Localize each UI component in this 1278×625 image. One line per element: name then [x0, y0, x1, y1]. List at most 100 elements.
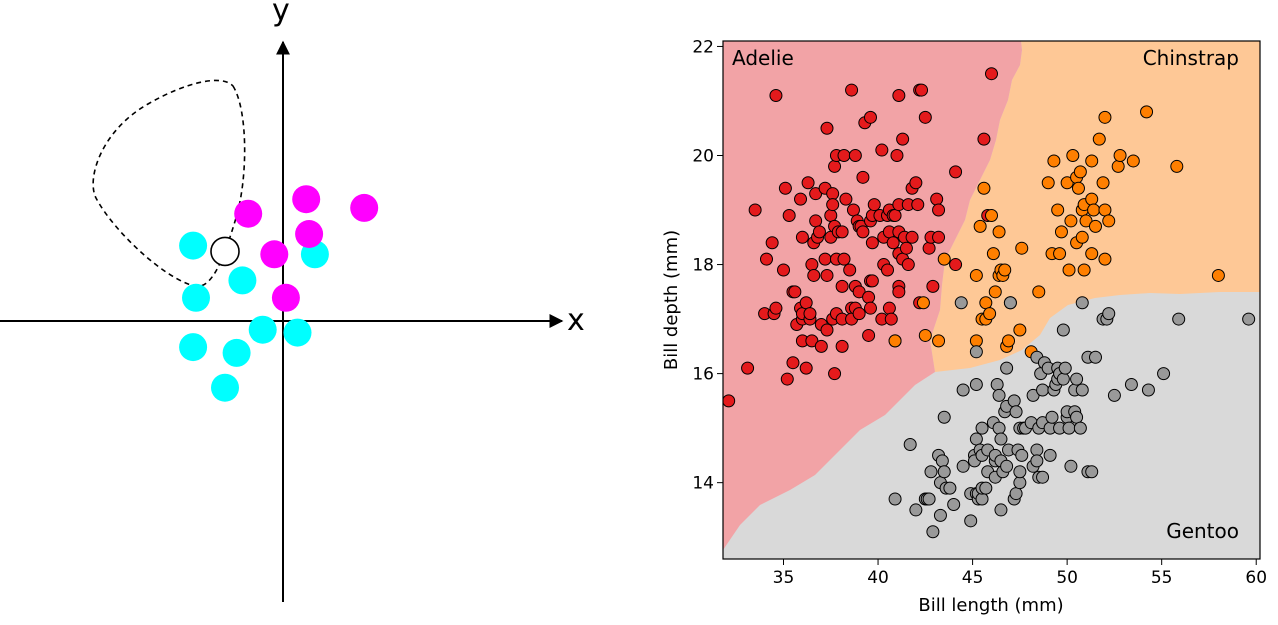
adelie-point	[862, 290, 876, 304]
chinstrap-point	[1085, 154, 1099, 168]
adelie-point	[809, 214, 823, 228]
adelie-point	[863, 301, 877, 315]
adelie-point	[780, 372, 794, 386]
gentoo-point	[903, 437, 917, 451]
chinstrap-point	[1113, 149, 1127, 163]
chinstrap-point	[1071, 181, 1085, 195]
chinstrap-point	[918, 328, 932, 342]
adelie-point	[786, 356, 800, 370]
left-panel: x y	[0, 0, 585, 602]
adelie-point	[881, 263, 895, 277]
gentoo-point	[1102, 307, 1116, 321]
chinstrap-point	[888, 334, 902, 348]
chinstrap-point	[1126, 154, 1140, 168]
gentoo-point	[1070, 372, 1084, 386]
adelie-point	[882, 301, 896, 315]
adelie-point	[949, 258, 963, 272]
adelie-point	[814, 339, 828, 353]
y-tick-label: 14	[692, 474, 714, 494]
chinstrap-point	[916, 296, 930, 310]
gentoo-point	[956, 459, 970, 473]
adelie-point	[856, 225, 870, 239]
cyan-point	[248, 315, 277, 344]
adelie-point	[828, 367, 842, 381]
tick-group: 35 40 45 50 55 60 14 16 18 20 22	[692, 37, 1267, 588]
adelie-point	[777, 263, 791, 277]
gentoo-point	[1085, 465, 1099, 479]
magenta-point	[350, 193, 379, 222]
gentoo-point	[924, 465, 938, 479]
chinstrap-point	[1085, 247, 1099, 261]
gentoo-point	[992, 421, 1006, 435]
chinstrap-point	[932, 334, 946, 348]
chinstrap-point	[1013, 323, 1027, 337]
adelie-point	[795, 230, 809, 244]
gentoo-point	[926, 525, 940, 539]
gentoo-point	[1124, 378, 1138, 392]
adelie-point	[985, 67, 998, 81]
plot-frame	[722, 40, 1261, 560]
adelie-point	[930, 192, 944, 206]
adelie-point	[794, 192, 808, 206]
adelie-point	[856, 170, 870, 184]
chinstrap-point	[1066, 149, 1080, 163]
adelie-point	[892, 285, 906, 299]
gentoo-point	[1013, 476, 1027, 490]
chinstrap-point	[1102, 214, 1116, 228]
magenta-point	[295, 220, 324, 248]
adelie-point	[826, 198, 840, 212]
gentoo-point	[992, 388, 1006, 402]
chinstrap-point	[1096, 176, 1110, 190]
adelie-point	[884, 312, 898, 326]
gentoo-point	[1056, 323, 1070, 337]
cyan-point	[283, 318, 312, 347]
adelie-point	[805, 258, 819, 272]
gentoo-point	[933, 508, 947, 522]
adelie-point	[846, 203, 860, 217]
adelie-point	[905, 230, 919, 244]
chinstrap-point	[1064, 214, 1078, 228]
adelie-point	[803, 307, 817, 321]
gentoo-point	[1070, 410, 1084, 424]
adelie-point	[862, 328, 876, 342]
adelie-point	[820, 323, 834, 337]
y-tick-label: 22	[692, 37, 714, 57]
adelie-point	[818, 252, 832, 266]
adelie-point	[769, 301, 783, 315]
chinstrap-point	[1098, 252, 1112, 266]
chinstrap-point	[1015, 241, 1029, 255]
adelie-point	[843, 263, 857, 277]
y-tick-label: 16	[692, 365, 714, 385]
query-point	[210, 236, 240, 267]
magenta-point	[292, 185, 321, 214]
chinstrap-point	[1088, 219, 1102, 233]
region-label-adelie: Adelie	[732, 46, 794, 70]
chinstrap-point	[1211, 268, 1225, 282]
adelie-point	[723, 394, 736, 408]
chinstrap-point	[977, 181, 991, 195]
adelie-point	[828, 159, 842, 173]
chinstrap-point	[985, 208, 998, 222]
chinstrap-point	[1087, 203, 1101, 217]
cyan-point	[222, 338, 251, 367]
gentoo-point	[888, 492, 902, 506]
chinstrap-point	[1085, 192, 1099, 206]
chinstrap-point	[988, 285, 1002, 299]
gentoo-point	[1157, 367, 1171, 381]
chinstrap-point	[1098, 203, 1112, 217]
adelie-point	[949, 165, 963, 179]
gentoo-point	[1088, 350, 1102, 364]
gentoo-point	[937, 465, 951, 479]
gentoo-point	[1015, 448, 1029, 462]
gentoo-point	[1036, 470, 1050, 484]
region-label-gentoo: Gentoo	[1166, 519, 1239, 543]
cyan-point	[179, 231, 208, 260]
adelie-point	[848, 149, 862, 163]
right-scatter-points	[723, 67, 1256, 539]
left-scatter-points	[179, 185, 379, 402]
adelie-point	[865, 274, 879, 288]
gentoo-point	[943, 481, 957, 495]
adelie-point	[741, 361, 755, 375]
chinstrap-point	[1092, 132, 1106, 146]
